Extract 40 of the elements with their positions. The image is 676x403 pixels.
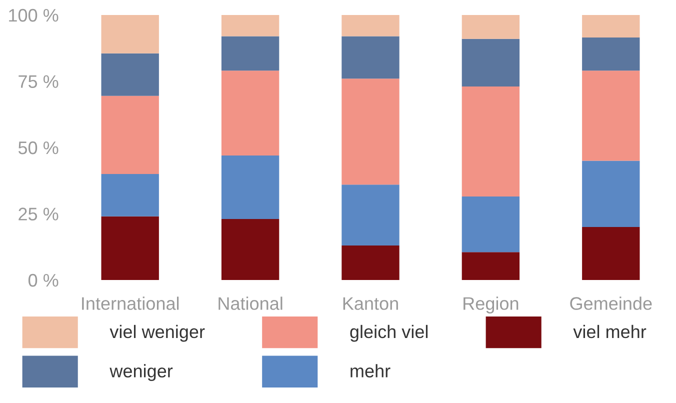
bar [342,184,400,246]
y-tick-label: 50 % [18,141,58,154]
x-tick-label: Kanton [343,297,398,310]
legend-label: viel weniger [110,324,205,342]
bar [582,38,640,71]
bar [582,70,640,161]
x-tick-label: International [82,296,179,310]
bar [582,160,640,227]
y-tick-label: 25 % [18,208,58,220]
bar [221,219,280,280]
y-tick-label: 0 % [28,274,58,287]
bar [462,86,520,197]
bar [101,216,159,280]
bar [342,246,400,280]
bar [582,227,640,280]
x-tick-label: Region [464,296,518,314]
bar [101,96,159,174]
y-tick-label: 75 % [18,75,58,88]
bar [101,174,159,216]
bar [221,36,280,71]
bar [462,15,520,39]
bar [221,70,280,156]
y-tick-label: 100 % [9,8,58,22]
bar [342,36,400,79]
legend-label: gleich viel [350,324,428,342]
legend-label: mehr [350,364,390,378]
bar [342,78,400,185]
bar [462,252,520,280]
bar [101,53,159,96]
bar [582,15,640,38]
x-tick-label: National [218,296,282,310]
legend-label: weniger [110,364,173,382]
x-tick-label: Gemeinde [570,296,652,310]
bar [462,38,520,87]
bar [221,155,280,220]
bar [462,196,520,252]
legend-label: viel mehr [573,324,646,338]
bar [101,15,159,54]
bar [221,15,280,36]
bar [342,15,400,36]
